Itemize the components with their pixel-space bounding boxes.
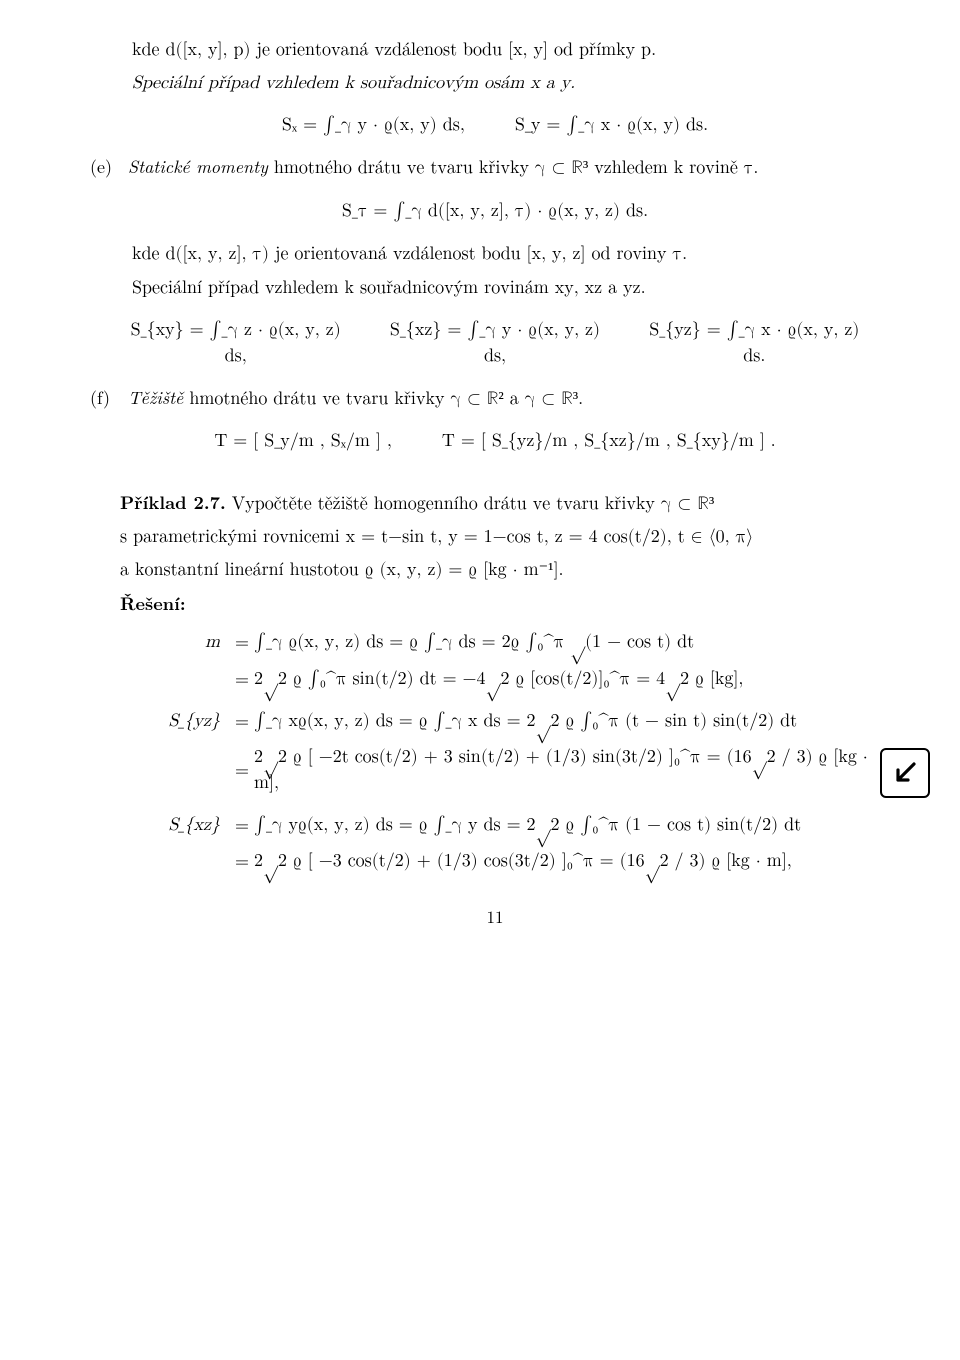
equation: S_τ = ∫_γ d([x, y, z], τ) · ϱ(x, y, z) d… (342, 202, 648, 220)
equals-sign: = (230, 757, 254, 783)
solution-lhs: m (160, 629, 230, 655)
solution-row: S_{xz} = ∫_γ yϱ(x, y, z) ds = ϱ ∫_γ y ds… (160, 812, 870, 838)
emphasis-text: Těžiště (128, 385, 183, 410)
solution-rhs: ∫_γ xϱ(x, y, z) ds = ϱ ∫_γ x ds = 2√2 ϱ … (254, 708, 870, 734)
solution-row: = 2√2 ϱ ∫₀^π sin(t/2) dt = −4√2 ϱ [cos(t… (160, 666, 870, 692)
math-text: kde d([x, y, z], τ) je orientovaná vzdál… (132, 245, 687, 263)
item-label: (e) (90, 154, 122, 180)
item-label: (f) (90, 385, 122, 411)
equals-sign: = (230, 666, 254, 692)
equation-display: S_{xy} = ∫_γ z · ϱ(x, y, z) ds, S_{xz} =… (120, 317, 870, 369)
emphasis-text: Statické momenty (128, 154, 268, 179)
math-text: hmotného drátu ve tvaru křivky γ ⊂ ℝ² a … (183, 390, 583, 408)
equals-sign: = (230, 812, 254, 838)
equation-display: T = [ S_y/m , Sₓ/m ] , T = [ S_{yz}/m , … (120, 428, 870, 454)
equation: S_{yz} = ∫_γ x · ϱ(x, y, z) ds. (639, 317, 870, 369)
solution-rhs: 2√2 ϱ [ −3 cos(t/2) + (1/3) cos(3t/2) ]₀… (254, 848, 870, 874)
solution-rhs: 2√2 ϱ ∫₀^π sin(t/2) dt = −4√2 ϱ [cos(t/2… (254, 666, 870, 692)
solution-label: Řešení: (120, 591, 186, 616)
math-text: s parametrickými rovnicemi x = t−sin t, … (120, 528, 753, 546)
equation: S_{xy} = ∫_γ z · ϱ(x, y, z) ds, (120, 317, 351, 369)
list-item-e: (e) Statické momenty hmotného drátu ve t… (130, 154, 870, 181)
solution-heading: Řešení: (120, 591, 870, 617)
math-text: a konstantní lineární hustotou ϱ (x, y, … (120, 561, 564, 579)
solution-row: = 2√2 ϱ [ −2t cos(t/2) + 3 sin(t/2) + (1… (160, 744, 870, 796)
arrow-down-left-icon (880, 748, 930, 798)
solution-lhs: S_{yz} (160, 708, 230, 734)
page-content: kde d([x, y], p) je orientovaná vzdáleno… (0, 0, 960, 959)
equals-sign: = (230, 848, 254, 874)
equation: S_{xz} = ∫_γ y · ϱ(x, y, z) ds, (379, 317, 610, 369)
text-line: Speciální případ vzhledem k souřadnicový… (132, 69, 870, 96)
list-item-f: (f) Těžiště hmotného drátu ve tvaru křiv… (130, 385, 870, 412)
equation: S_y = ∫_γ x · ϱ(x, y) ds. (515, 112, 708, 138)
text-line: kde d([x, y, z], τ) je orientovaná vzdál… (132, 240, 870, 267)
solution-rhs: ∫_γ yϱ(x, y, z) ds = ϱ ∫_γ y ds = 2√2 ϱ … (254, 812, 870, 838)
equals-sign: = (230, 708, 254, 734)
solution-block: m = ∫_γ ϱ(x, y, z) ds = ϱ ∫_γ ds = 2ϱ ∫₀… (160, 629, 870, 874)
equation: T = [ S_{yz}/m , S_{xz}/m , S_{xy}/m ] . (442, 428, 776, 454)
equation-display: Sₓ = ∫_γ y · ϱ(x, y) ds, S_y = ∫_γ x · ϱ… (120, 112, 870, 138)
math-text: hmotného drátu ve tvaru křivky γ ⊂ ℝ³ vz… (268, 159, 759, 177)
equation-display: S_τ = ∫_γ d([x, y, z], τ) · ϱ(x, y, z) d… (120, 197, 870, 224)
text-line: kde d([x, y], p) je orientovaná vzdáleno… (132, 36, 870, 63)
solution-lhs: S_{xz} (160, 812, 230, 838)
equation: T = [ S_y/m , Sₓ/m ] , (214, 428, 392, 454)
example-label: Příklad 2.7. (120, 490, 226, 515)
math-text: kde d([x, y], p) je orientovaná vzdáleno… (132, 41, 656, 59)
arrow-svg (890, 758, 920, 788)
solution-row: m = ∫_γ ϱ(x, y, z) ds = ϱ ∫_γ ds = 2ϱ ∫₀… (160, 629, 870, 655)
math-text: Vypočtěte těžiště homogenního drátu ve t… (226, 495, 715, 513)
solution-rhs: ∫_γ ϱ(x, y, z) ds = ϱ ∫_γ ds = 2ϱ ∫₀^π √… (254, 629, 870, 655)
equals-sign: = (230, 629, 254, 655)
math-text: Speciální případ vzhledem k souřadnicový… (132, 279, 646, 297)
solution-row: S_{yz} = ∫_γ xϱ(x, y, z) ds = ϱ ∫_γ x ds… (160, 708, 870, 734)
text-line: Speciální případ vzhledem k souřadnicový… (132, 274, 870, 301)
text-line: s parametrickými rovnicemi x = t−sin t, … (120, 523, 870, 550)
equation: Sₓ = ∫_γ y · ϱ(x, y) ds, (282, 112, 465, 138)
page-number: 11 (120, 904, 870, 929)
solution-rhs: 2√2 ϱ [ −2t cos(t/2) + 3 sin(t/2) + (1/3… (254, 744, 870, 796)
example-heading: Příklad 2.7. Vypočtěte těžiště homogenní… (120, 490, 870, 517)
text-line: a konstantní lineární hustotou ϱ (x, y, … (120, 556, 870, 583)
math-text: Speciální případ vzhledem k souřadnicový… (132, 74, 575, 92)
solution-row: = 2√2 ϱ [ −3 cos(t/2) + (1/3) cos(3t/2) … (160, 848, 870, 874)
